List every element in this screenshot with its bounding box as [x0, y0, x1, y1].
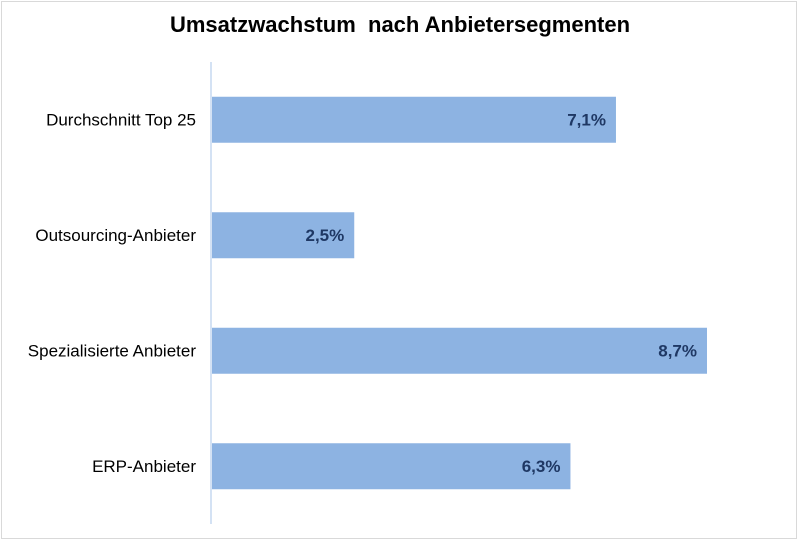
category-label-4: ERP-Anbieter	[92, 457, 196, 476]
data-label-2: 2,5%	[305, 226, 344, 245]
chart-title: Umsatzwachstum nach Anbietersegmenten	[169, 12, 631, 37]
bar-2	[212, 212, 355, 259]
category-label-2: Outsourcing-Anbieter	[35, 226, 196, 245]
data-label-4: 6,3%	[522, 457, 561, 476]
bar-4	[212, 443, 571, 490]
bar-1	[212, 96, 616, 143]
category-label-3: Spezialisierte Anbieter	[28, 341, 197, 360]
bar-3	[212, 327, 707, 374]
data-label-3: 8,7%	[658, 341, 697, 360]
data-label-1: 7,1%	[567, 110, 606, 129]
category-label-1: Durchschnitt Top 25	[46, 110, 196, 129]
